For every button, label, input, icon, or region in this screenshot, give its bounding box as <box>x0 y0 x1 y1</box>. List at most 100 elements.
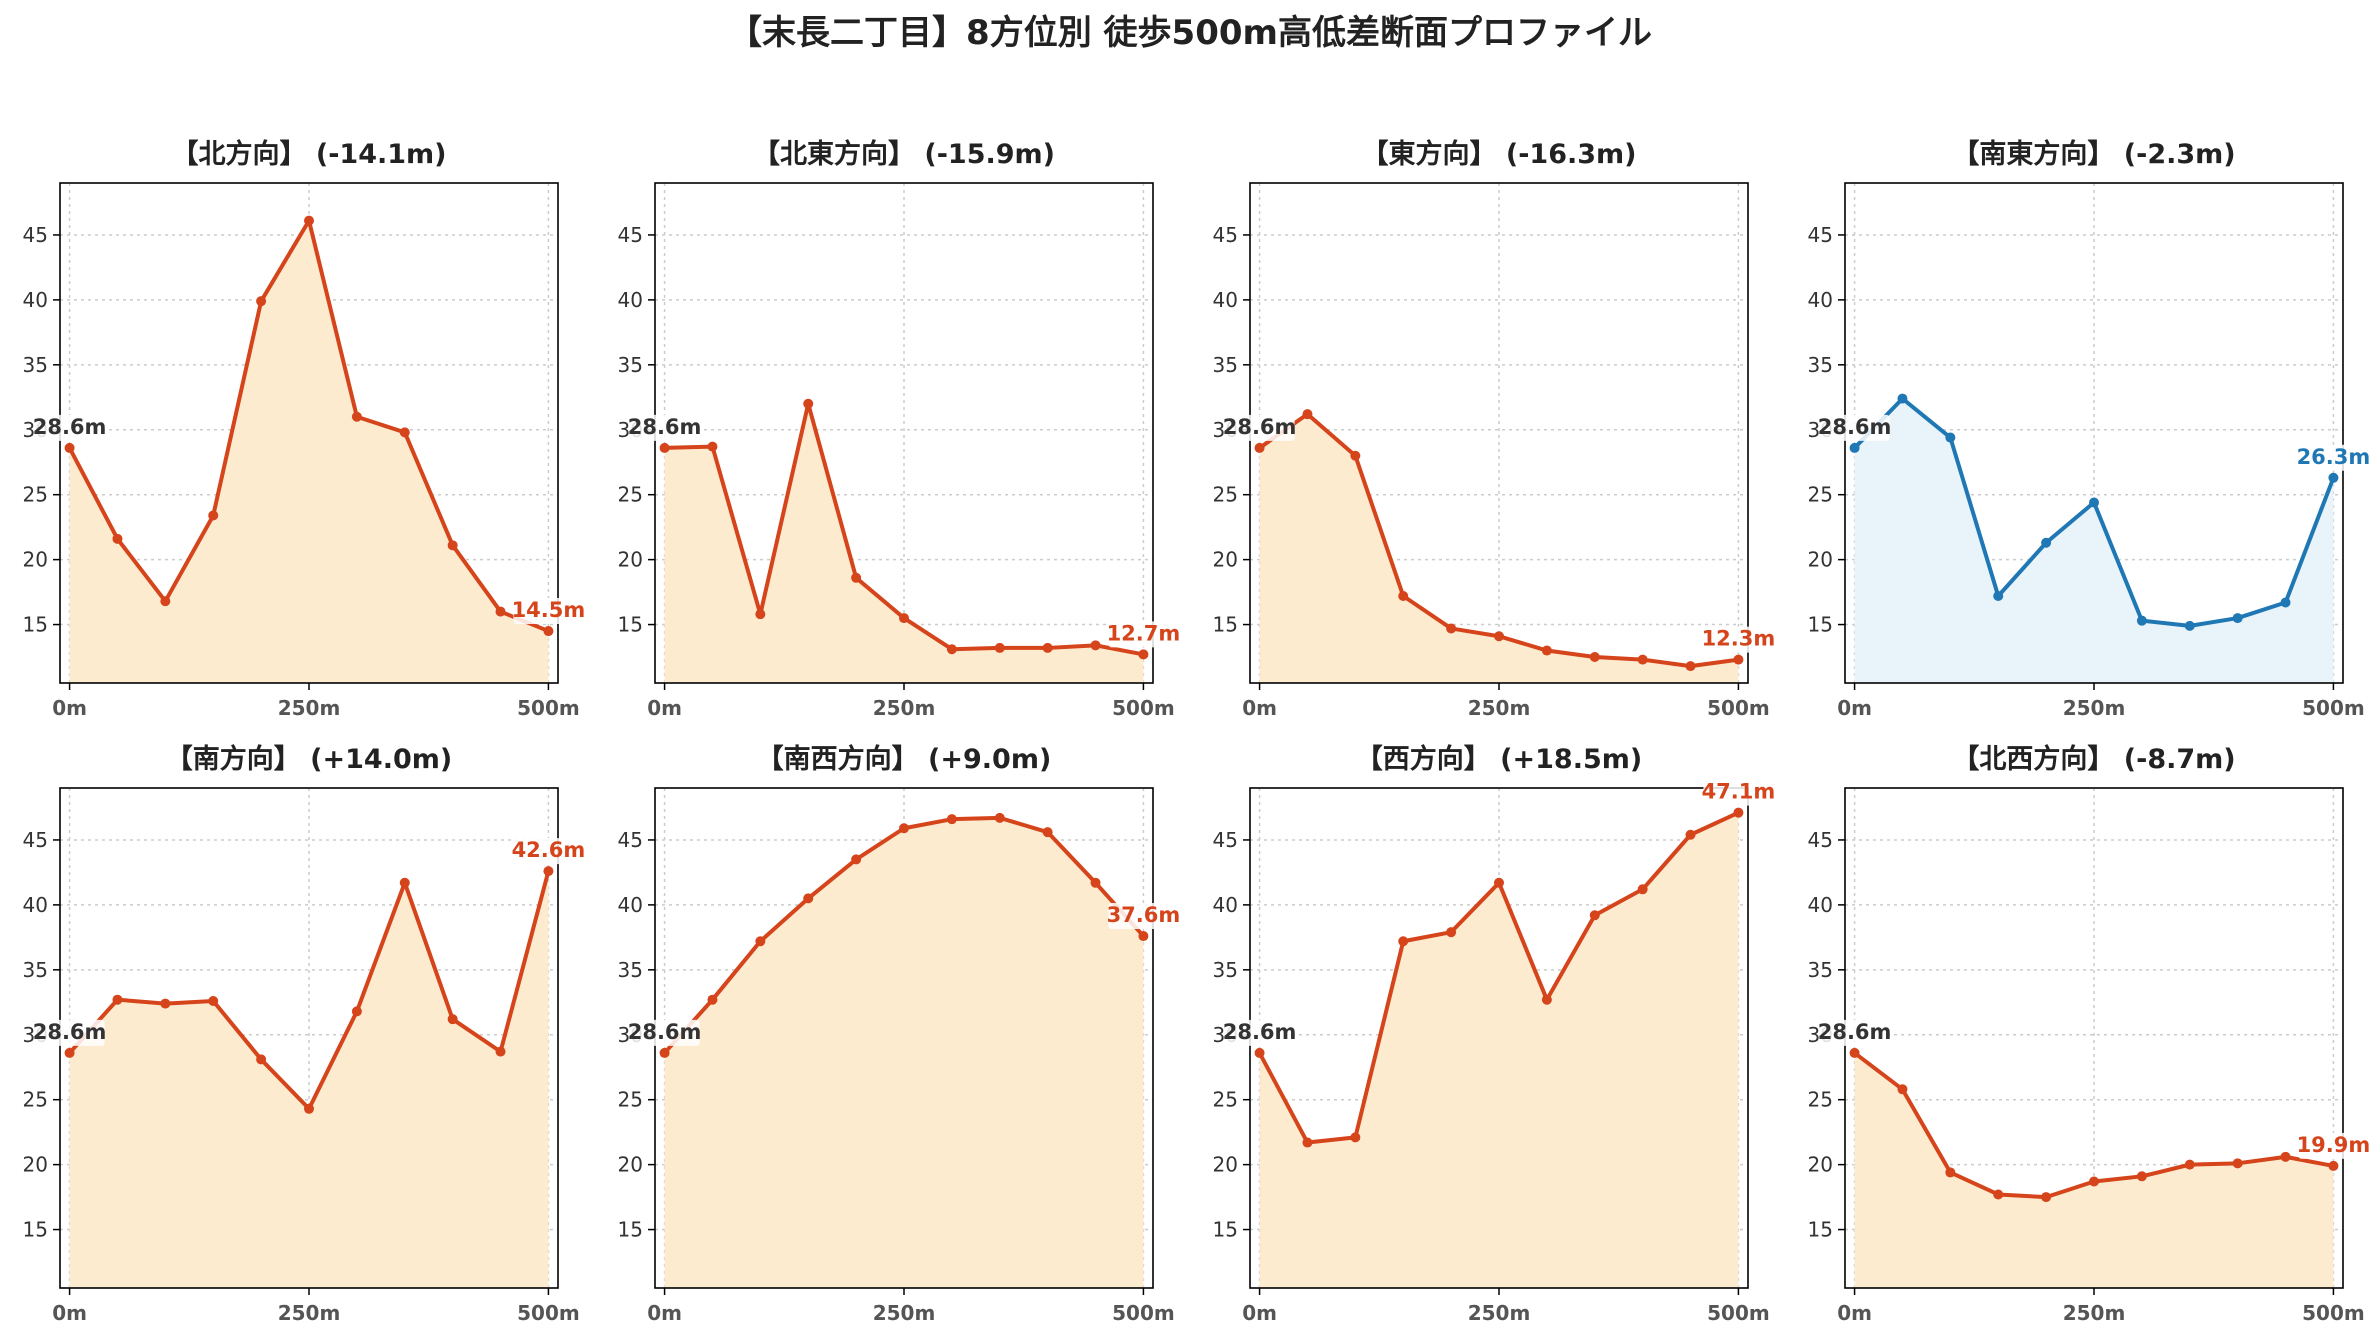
data-point <box>1042 827 1053 838</box>
end-elevation-label: 47.1m <box>1702 780 1776 804</box>
elevation-area <box>1854 1052 2334 1288</box>
data-point <box>2280 1151 2291 1162</box>
y-tick-label: 40 <box>23 288 48 312</box>
data-point <box>208 995 219 1006</box>
data-point <box>1945 1167 1956 1178</box>
y-tick-label: 25 <box>23 1088 48 1112</box>
y-tick-label: 20 <box>618 548 643 572</box>
chart-panel: 【南東方向】 (-2.3m)152025303540450m250m500m28… <box>1808 138 2371 720</box>
data-point <box>1494 877 1504 888</box>
y-tick-label: 25 <box>1808 483 1833 507</box>
end-elevation-label-box <box>1108 903 1179 930</box>
panel-title: 【南東方向】 (-2.3m) <box>1952 138 2235 170</box>
data-point <box>2232 613 2243 624</box>
end-elevation-label: 14.5m <box>512 598 586 622</box>
y-tick-label: 35 <box>23 958 48 982</box>
data-point <box>2041 537 2052 548</box>
data-point <box>1589 910 1600 921</box>
data-point <box>1446 623 1457 634</box>
y-tick-label: 40 <box>1808 893 1833 917</box>
y-tick-label: 40 <box>618 893 643 917</box>
elevation-area <box>1854 398 2334 683</box>
start-elevation-label: 28.6m <box>1223 415 1297 439</box>
data-point <box>2089 1176 2099 1187</box>
data-point <box>351 1006 362 1017</box>
start-elevation-label-box <box>1819 414 1890 441</box>
y-tick-label: 15 <box>618 613 643 637</box>
data-point <box>399 427 410 438</box>
data-point <box>2184 1159 2195 1170</box>
y-tick-label: 45 <box>23 828 48 852</box>
chart-panel: 【北西方向】 (-8.7m)152025303540450m250m500m28… <box>1808 743 2371 1325</box>
y-tick-label: 20 <box>23 548 48 572</box>
y-tick-label: 25 <box>618 483 643 507</box>
data-point <box>1494 631 1504 642</box>
data-point <box>946 644 957 655</box>
x-tick-label: 0m <box>647 1301 682 1325</box>
data-point <box>707 441 718 452</box>
data-point <box>1993 590 2004 601</box>
y-tick-label: 40 <box>618 288 643 312</box>
y-tick-label: 25 <box>1213 483 1238 507</box>
chart-panel: 【東方向】 (-16.3m)152025303540450m250m500m28… <box>1213 138 1776 720</box>
data-point <box>2136 615 2147 626</box>
data-point <box>2041 1192 2052 1203</box>
data-point <box>495 606 506 617</box>
y-tick-label: 45 <box>618 828 643 852</box>
data-point <box>447 540 458 551</box>
data-point <box>707 994 718 1005</box>
x-tick-label: 500m <box>1707 696 1770 720</box>
x-tick-label: 500m <box>517 696 580 720</box>
end-elevation-label: 26.3m <box>2297 445 2371 469</box>
panel-title: 【西方向】 (+18.5m) <box>1356 743 1642 775</box>
data-point <box>160 596 171 607</box>
data-point <box>495 1046 506 1057</box>
y-tick-label: 20 <box>1213 1153 1238 1177</box>
start-elevation-label-box <box>1224 1019 1295 1046</box>
start-elevation-label-box <box>34 414 105 441</box>
y-tick-label: 25 <box>618 1088 643 1112</box>
data-point <box>659 442 670 453</box>
panel-title: 【北東方向】 (-15.9m) <box>753 138 1055 170</box>
data-point <box>351 411 362 422</box>
end-elevation-label-box <box>1703 779 1774 806</box>
y-tick-label: 15 <box>1213 613 1238 637</box>
end-elevation-label: 12.3m <box>1702 627 1776 651</box>
x-tick-label: 0m <box>1242 696 1277 720</box>
elevation-area <box>69 220 549 683</box>
chart-panel: 【南西方向】 (+9.0m)152025303540450m250m500m28… <box>618 743 1181 1325</box>
data-point <box>1090 640 1101 651</box>
y-tick-label: 45 <box>1213 828 1238 852</box>
start-elevation-label-box <box>1819 1019 1890 1046</box>
data-point <box>1302 1137 1313 1148</box>
data-point <box>899 823 909 834</box>
data-point <box>1090 877 1101 888</box>
data-point <box>112 533 123 544</box>
y-tick-label: 40 <box>23 893 48 917</box>
data-point <box>543 866 554 877</box>
figure-title: 【末長二丁目】8方位別 徒歩500m高低差断面プロファイル <box>728 13 1652 53</box>
data-point <box>256 1054 267 1065</box>
data-point <box>1138 649 1149 660</box>
data-point <box>1541 994 1552 1005</box>
y-tick-label: 20 <box>1808 548 1833 572</box>
y-tick-label: 15 <box>618 1218 643 1242</box>
x-tick-label: 500m <box>1707 1301 1770 1325</box>
x-tick-label: 250m <box>1468 1301 1531 1325</box>
data-point <box>2328 1160 2339 1171</box>
data-point <box>1849 1047 1860 1058</box>
data-point <box>1446 927 1457 938</box>
panel-title: 【北方向】 (-14.1m) <box>171 138 446 170</box>
data-point <box>1733 807 1744 818</box>
data-point <box>1637 884 1648 895</box>
data-point <box>2328 472 2339 483</box>
data-point <box>160 998 171 1009</box>
data-point <box>755 936 766 947</box>
x-tick-label: 250m <box>278 1301 341 1325</box>
elevation-area <box>664 817 1144 1288</box>
end-elevation-label: 19.9m <box>2297 1133 2371 1157</box>
data-point <box>1637 654 1648 665</box>
data-point <box>304 215 314 226</box>
end-elevation-label: 42.6m <box>512 838 586 862</box>
y-tick-label: 35 <box>618 958 643 982</box>
